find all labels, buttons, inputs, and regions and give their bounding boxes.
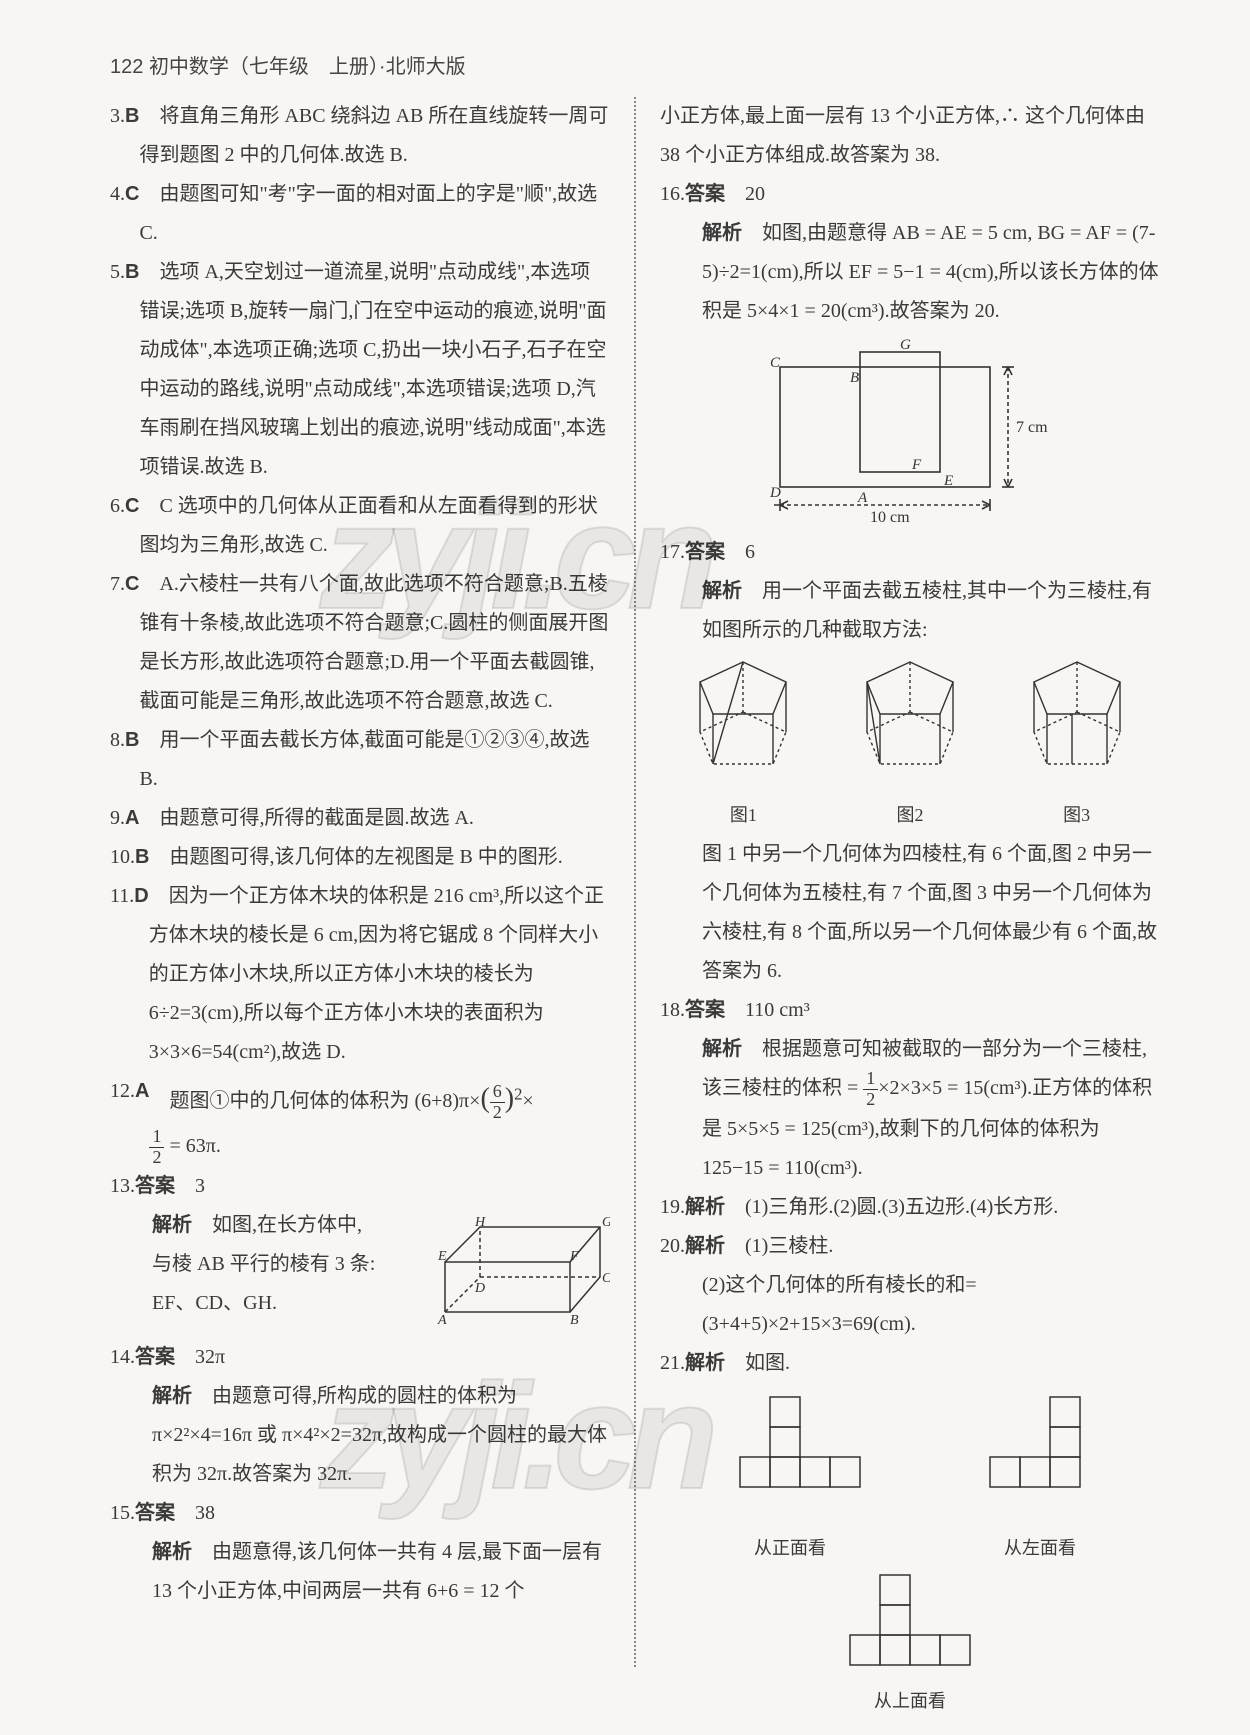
svg-text:A: A (857, 490, 868, 506)
figure-17-row: 图1 图 (660, 654, 1160, 833)
figure-16: C B G D A F E 10 cm 7 cm (750, 337, 1070, 527)
svg-text:7 cm: 7 cm (1016, 419, 1048, 436)
prism-figure-2 (845, 654, 975, 784)
svg-text:D: D (474, 1281, 485, 1296)
view-top (830, 1570, 990, 1670)
svg-text:B: B (850, 370, 859, 386)
svg-text:F: F (569, 1249, 579, 1264)
item-8: 8.B 用一个平面去截长方体,截面可能是①②③④,故选 B. (110, 721, 610, 799)
item-21: 21.解析 如图. 从正面看 (660, 1344, 1160, 1719)
item-19: 19.解析 (1)三角形.(2)圆.(3)五边形.(4)长方形. (660, 1188, 1160, 1227)
item-17: 17.答案 6 解析 用一个平面去截五棱柱,其中一个为三棱柱,有如图所示的几种截… (660, 533, 1160, 991)
item-10: 10.B 由题图可得,该几何体的左视图是 B 中的图形. (110, 838, 610, 877)
item-14: 14.答案 32π 解析 由题意可得,所构成的圆柱的体积为 π×2²×4=16π… (110, 1338, 610, 1494)
svg-text:B: B (570, 1313, 579, 1328)
item-11: 11.D 因为一个正方体木块的体积是 216 cm³,所以这个正方体木块的棱长是… (110, 877, 610, 1072)
item-12: 12.A 题图①中的几何体的体积为 (6+8)π×(62)2× 12 = 63π… (110, 1072, 610, 1167)
item-5: 5.B 选项 A,天空划过一道流星,说明"点动成线",本选项错误;选项 B,旋转… (110, 253, 610, 487)
item-20: 20.解析 (1)三棱柱. (2)这个几何体的所有棱长的和=(3+4+5)×2+… (660, 1227, 1160, 1344)
svg-text:E: E (437, 1249, 447, 1264)
right-column: 小正方体,最上面一层有 13 个小正方体,∴ 这个几何体由 38 个小正方体组成… (660, 97, 1160, 1667)
prism-figure-3 (1012, 654, 1142, 784)
svg-text:G: G (900, 337, 911, 353)
svg-text:D: D (769, 485, 781, 501)
svg-text:F: F (911, 457, 922, 473)
svg-text:H: H (474, 1215, 486, 1230)
svg-text:C: C (602, 1271, 610, 1286)
column-divider (634, 97, 636, 1667)
item-18: 18.答案 110 cm³ 解析 根据题意可知被截取的一部分为一个三棱柱,该三棱… (660, 991, 1160, 1188)
view-left (970, 1387, 1110, 1517)
item-6: 6.C C 选项中的几何体从正面看和从左面看得到的形状图均为三角形,故选 C. (110, 487, 610, 565)
prism-figure-1 (678, 654, 808, 784)
item-7: 7.C A.六棱柱一共有八个面,故此选项不符合题意;B.五棱锥有十条棱,故此选项… (110, 565, 610, 721)
view-front (710, 1387, 870, 1517)
cuboid-figure: A B C D E F G H (430, 1212, 610, 1332)
svg-text:E: E (943, 473, 953, 489)
book-title: 初中数学（七年级 上册）·北师大版 (149, 56, 466, 78)
item-15-cont: 小正方体,最上面一层有 13 个小正方体,∴ 这个几何体由 38 个小正方体组成… (660, 97, 1160, 175)
item-9: 9.A 由题意可得,所得的截面是圆.故选 A. (110, 799, 610, 838)
item-3: 3.B 将直角三角形 ABC 绕斜边 AB 所在直线旋转一周可得到题图 2 中的… (110, 97, 610, 175)
svg-text:10 cm: 10 cm (870, 509, 910, 526)
item-15: 15.答案 38 解析 由题意得,该几何体一共有 4 层,最下面一层有 13 个… (110, 1494, 610, 1611)
item-16: 16.答案 20 解析 如图,由题意得 AB = AE = 5 cm, BG =… (660, 175, 1160, 527)
svg-text:A: A (437, 1313, 447, 1328)
item-13: 13.答案 3 解析 如图,在长方体中, 与棱 AB 平行的棱有 3 条: EF… (110, 1167, 610, 1338)
svg-text:G: G (602, 1215, 610, 1230)
page-header: 122 初中数学（七年级 上册）·北师大版 (110, 50, 1160, 79)
svg-text:C: C (770, 355, 781, 371)
content-columns: 3.B 将直角三角形 ABC 绕斜边 AB 所在直线旋转一周可得到题图 2 中的… (110, 97, 1160, 1667)
left-column: 3.B 将直角三角形 ABC 绕斜边 AB 所在直线旋转一周可得到题图 2 中的… (110, 97, 610, 1667)
page-number: 122 (110, 56, 143, 78)
item-4: 4.C 由题图可知"考"字一面的相对面上的字是"顺",故选 C. (110, 175, 610, 253)
